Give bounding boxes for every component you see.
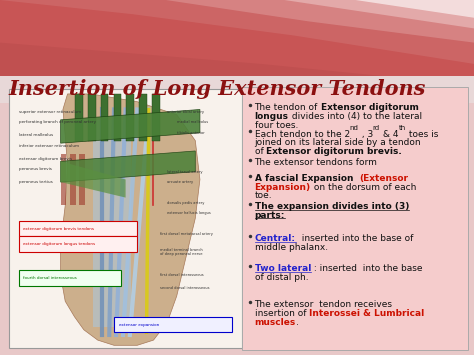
FancyBboxPatch shape <box>70 153 75 205</box>
Text: & 4: & 4 <box>380 130 399 138</box>
Text: anterior tibial artery: anterior tibial artery <box>167 110 204 114</box>
Text: Central:: Central: <box>255 234 295 243</box>
Text: : inserted  into the base: : inserted into the base <box>311 264 422 273</box>
Text: th: th <box>399 125 406 131</box>
Text: The extensor  tendon receives: The extensor tendon receives <box>255 300 392 309</box>
Text: middle phalanx.: middle phalanx. <box>255 243 328 252</box>
Text: medial malleolus: medial malleolus <box>177 120 208 125</box>
Text: extensor digitorum brevis: extensor digitorum brevis <box>19 157 72 161</box>
Text: , 3: , 3 <box>358 130 373 138</box>
Text: nd: nd <box>350 125 358 131</box>
Text: .: . <box>296 317 299 327</box>
Text: of distal ph.: of distal ph. <box>255 273 308 282</box>
Text: medial terminal branch
of deep peroneal nerve: medial terminal branch of deep peroneal … <box>160 248 203 256</box>
FancyBboxPatch shape <box>101 94 109 141</box>
Text: Two lateral: Two lateral <box>255 264 311 273</box>
FancyBboxPatch shape <box>88 94 96 141</box>
Text: peroneus brevis: peroneus brevis <box>19 167 52 171</box>
Text: on the dorsum of each: on the dorsum of each <box>310 183 416 192</box>
FancyBboxPatch shape <box>114 94 121 141</box>
Text: (Extensor: (Extensor <box>359 174 408 183</box>
Text: Extensor digitorum brevis.: Extensor digitorum brevis. <box>266 147 402 156</box>
Text: lateral tarsal artery: lateral tarsal artery <box>167 170 203 174</box>
Text: extensor digitorum brevis tendons: extensor digitorum brevis tendons <box>23 227 94 231</box>
FancyBboxPatch shape <box>19 221 137 236</box>
Text: joined on its lateral side by a tendon: joined on its lateral side by a tendon <box>255 138 421 147</box>
Text: Interossei & Lumbrical: Interossei & Lumbrical <box>309 309 424 318</box>
Text: The expansion divides into (3): The expansion divides into (3) <box>255 202 409 211</box>
Text: toes is: toes is <box>406 130 438 138</box>
Text: Extensor digitorum: Extensor digitorum <box>321 103 419 112</box>
Polygon shape <box>166 0 474 43</box>
Polygon shape <box>61 94 200 345</box>
Text: arcuate artery: arcuate artery <box>167 180 193 184</box>
Text: inferior extensor retinaculum: inferior extensor retinaculum <box>19 144 79 148</box>
Text: fourth dorsal interosseous: fourth dorsal interosseous <box>23 276 77 280</box>
Polygon shape <box>0 0 474 64</box>
FancyBboxPatch shape <box>93 120 131 327</box>
Text: divides into (4) to the lateral: divides into (4) to the lateral <box>289 112 422 121</box>
Text: extensor hallucis longus: extensor hallucis longus <box>167 211 211 215</box>
Text: superior extensor retinaculum: superior extensor retinaculum <box>19 110 81 114</box>
Polygon shape <box>284 0 474 28</box>
Text: The tendon of: The tendon of <box>255 103 321 112</box>
Text: parts:: parts: <box>255 211 285 220</box>
Text: lateral malleolus: lateral malleolus <box>19 133 53 137</box>
Text: peroneus tertius: peroneus tertius <box>19 180 53 184</box>
FancyBboxPatch shape <box>242 87 468 350</box>
Text: inserted into the base of: inserted into the base of <box>295 234 413 243</box>
FancyBboxPatch shape <box>19 236 137 252</box>
Polygon shape <box>61 151 195 182</box>
Text: perforating branch of peroneal artery: perforating branch of peroneal artery <box>19 120 96 125</box>
Text: insertion of: insertion of <box>255 309 309 318</box>
FancyBboxPatch shape <box>9 89 242 348</box>
Polygon shape <box>356 0 474 18</box>
Text: Expansion): Expansion) <box>255 183 310 192</box>
FancyBboxPatch shape <box>127 94 134 141</box>
Text: of: of <box>255 147 266 156</box>
Text: first dorsal metatarsal artery: first dorsal metatarsal artery <box>160 232 213 236</box>
Text: second dorsal interosseous: second dorsal interosseous <box>160 286 210 290</box>
FancyBboxPatch shape <box>114 317 232 332</box>
Text: dorsalis pedis artery: dorsalis pedis artery <box>167 201 205 205</box>
Text: tibialis anterior: tibialis anterior <box>177 131 204 135</box>
FancyBboxPatch shape <box>19 270 121 286</box>
Text: Insertion of Long Extensor Tendons: Insertion of Long Extensor Tendons <box>9 80 426 99</box>
Polygon shape <box>61 109 200 143</box>
Text: muscles: muscles <box>255 317 296 327</box>
FancyBboxPatch shape <box>0 99 474 355</box>
FancyBboxPatch shape <box>75 94 83 141</box>
FancyBboxPatch shape <box>0 76 474 103</box>
Text: extensor expansion: extensor expansion <box>118 323 159 327</box>
FancyBboxPatch shape <box>152 94 160 141</box>
Polygon shape <box>61 161 126 198</box>
Text: The extensor tendons form: The extensor tendons form <box>255 158 377 167</box>
Text: longus: longus <box>255 112 289 121</box>
Text: first dorsal interosseous: first dorsal interosseous <box>160 273 204 277</box>
Text: extensor digitorum longus tendons: extensor digitorum longus tendons <box>23 242 96 246</box>
FancyBboxPatch shape <box>61 153 66 205</box>
Text: toe.: toe. <box>255 191 272 201</box>
FancyBboxPatch shape <box>79 153 85 205</box>
Text: four toes.: four toes. <box>255 120 298 130</box>
Polygon shape <box>0 0 474 85</box>
Text: rd: rd <box>373 125 380 131</box>
Text: A fascial Expansion: A fascial Expansion <box>255 174 359 183</box>
Text: Each tendon to the 2: Each tendon to the 2 <box>255 130 350 138</box>
FancyBboxPatch shape <box>0 0 474 99</box>
FancyBboxPatch shape <box>139 94 147 141</box>
